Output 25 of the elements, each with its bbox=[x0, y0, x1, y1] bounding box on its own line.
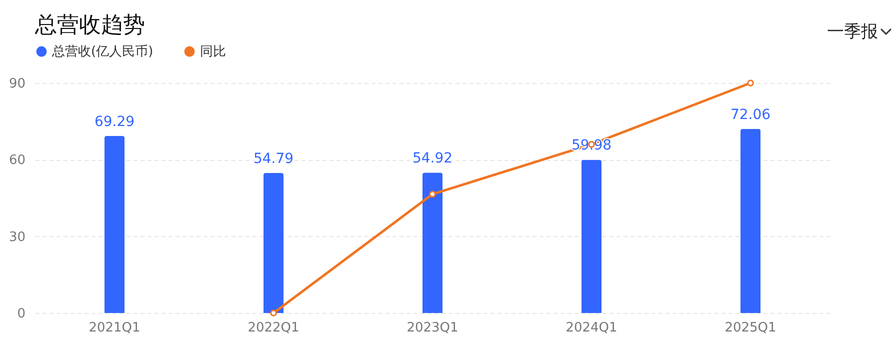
bar bbox=[104, 136, 124, 313]
bar bbox=[740, 128, 760, 313]
point bbox=[270, 310, 277, 316]
legend-label: 同比 bbox=[200, 44, 226, 60]
x-tick-label: 2023Q1 bbox=[406, 320, 458, 336]
data-label: 54.79 bbox=[253, 150, 294, 167]
chart-title: 总营收趋势 bbox=[34, 13, 145, 38]
y-tick-label: 30 bbox=[8, 230, 26, 245]
point bbox=[429, 190, 436, 198]
data-label: 54.92 bbox=[412, 150, 453, 167]
bar bbox=[582, 160, 602, 313]
text: 一季报 bbox=[827, 21, 878, 43]
y-tick-label: 0 bbox=[17, 306, 26, 322]
y-tick-label: 60 bbox=[8, 153, 26, 168]
y-tick-label: 90 bbox=[8, 76, 26, 92]
data-label: 69.29 bbox=[94, 114, 135, 130]
bar bbox=[422, 172, 442, 313]
x-tick-label: 2025Q1 bbox=[724, 320, 776, 336]
x-tick-label: 2024Q1 bbox=[566, 320, 618, 336]
x-tick-label: 2021Q1 bbox=[88, 320, 140, 336]
legend-label: 总营收(亿人民币) bbox=[51, 44, 154, 60]
point bbox=[747, 80, 754, 86]
x-tick-label: 2022Q1 bbox=[248, 320, 300, 336]
data-label: 72.06 bbox=[730, 106, 771, 123]
bar bbox=[264, 172, 284, 313]
